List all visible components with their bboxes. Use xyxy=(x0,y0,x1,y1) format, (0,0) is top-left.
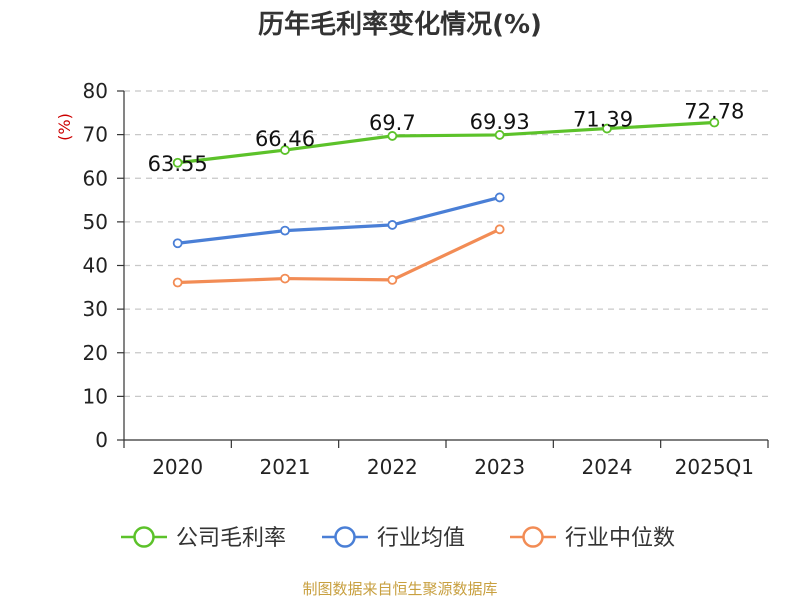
series-1 xyxy=(172,117,720,168)
y-tick-label: 40 xyxy=(83,254,108,278)
series-line xyxy=(177,227,501,285)
data-point xyxy=(387,220,398,230)
x-tick-label: 2025Q1 xyxy=(675,455,754,479)
data-point xyxy=(387,131,398,141)
series-line xyxy=(177,120,715,165)
x-tick-labels: 2020 2021 2022 2023 2024 2025Q1 xyxy=(152,455,754,479)
legend-marker xyxy=(133,526,155,548)
y-tick-label: 20 xyxy=(83,341,108,365)
data-point xyxy=(172,238,183,249)
data-point xyxy=(494,130,505,140)
x-tick-label: 2021 xyxy=(260,455,311,479)
data-label: 63.55 xyxy=(148,152,208,176)
chart-title: 历年毛利率变化情况(%) xyxy=(258,9,542,40)
x-tick-label: 2024 xyxy=(582,455,633,479)
x-tick-label: 2020 xyxy=(152,455,203,479)
axes xyxy=(117,90,769,448)
series-line xyxy=(177,195,501,245)
y-tick-label: 50 xyxy=(83,210,108,234)
data-label: 69.93 xyxy=(470,110,530,134)
data-labels: 63.55 66.46 69.7 69.93 71.39 72.78 xyxy=(148,99,745,175)
y-axis-label: (%) xyxy=(55,113,74,141)
y-tick-label: 10 xyxy=(83,384,108,408)
data-point xyxy=(494,192,505,203)
data-label: 66.46 xyxy=(255,127,315,151)
legend-marker xyxy=(522,526,544,548)
data-point xyxy=(280,225,290,236)
data-point xyxy=(172,157,183,168)
data-label: 72.78 xyxy=(684,99,744,123)
y-tick-label: 0 xyxy=(95,428,108,452)
y-tick-label: 80 xyxy=(83,79,108,103)
legend-item-3: 行业中位数 xyxy=(510,526,675,551)
data-point xyxy=(387,274,398,285)
y-tick-labels: 0 10 20 30 40 50 60 70 80 xyxy=(83,79,108,452)
series-3 xyxy=(172,224,505,288)
y-tick-label: 30 xyxy=(83,297,108,321)
data-point xyxy=(709,117,720,128)
source-note: 制图数据来自恒生聚源数据库 xyxy=(302,580,497,598)
legend-label: 公司毛利率 xyxy=(176,526,286,551)
x-tick-label: 2023 xyxy=(474,455,525,479)
legend-item-2: 行业均值 xyxy=(322,526,465,551)
data-label: 71.39 xyxy=(573,108,633,132)
y-tick-label: 60 xyxy=(83,166,108,190)
data-point xyxy=(494,224,505,235)
series-2 xyxy=(172,192,505,249)
x-tick-label: 2022 xyxy=(367,455,418,479)
data-point xyxy=(280,273,290,284)
data-point xyxy=(602,123,612,134)
data-point xyxy=(280,145,290,155)
legend-label: 行业均值 xyxy=(377,526,465,551)
series-group xyxy=(172,117,720,288)
data-point xyxy=(172,277,183,288)
legend-label: 行业中位数 xyxy=(565,526,675,551)
y-tick-label: 70 xyxy=(83,123,108,147)
legend-item-1: 公司毛利率 xyxy=(121,526,286,551)
legend: 公司毛利率 行业均值 行业中位数 xyxy=(121,526,675,551)
legend-marker xyxy=(334,526,356,548)
data-label: 69.7 xyxy=(369,111,416,135)
